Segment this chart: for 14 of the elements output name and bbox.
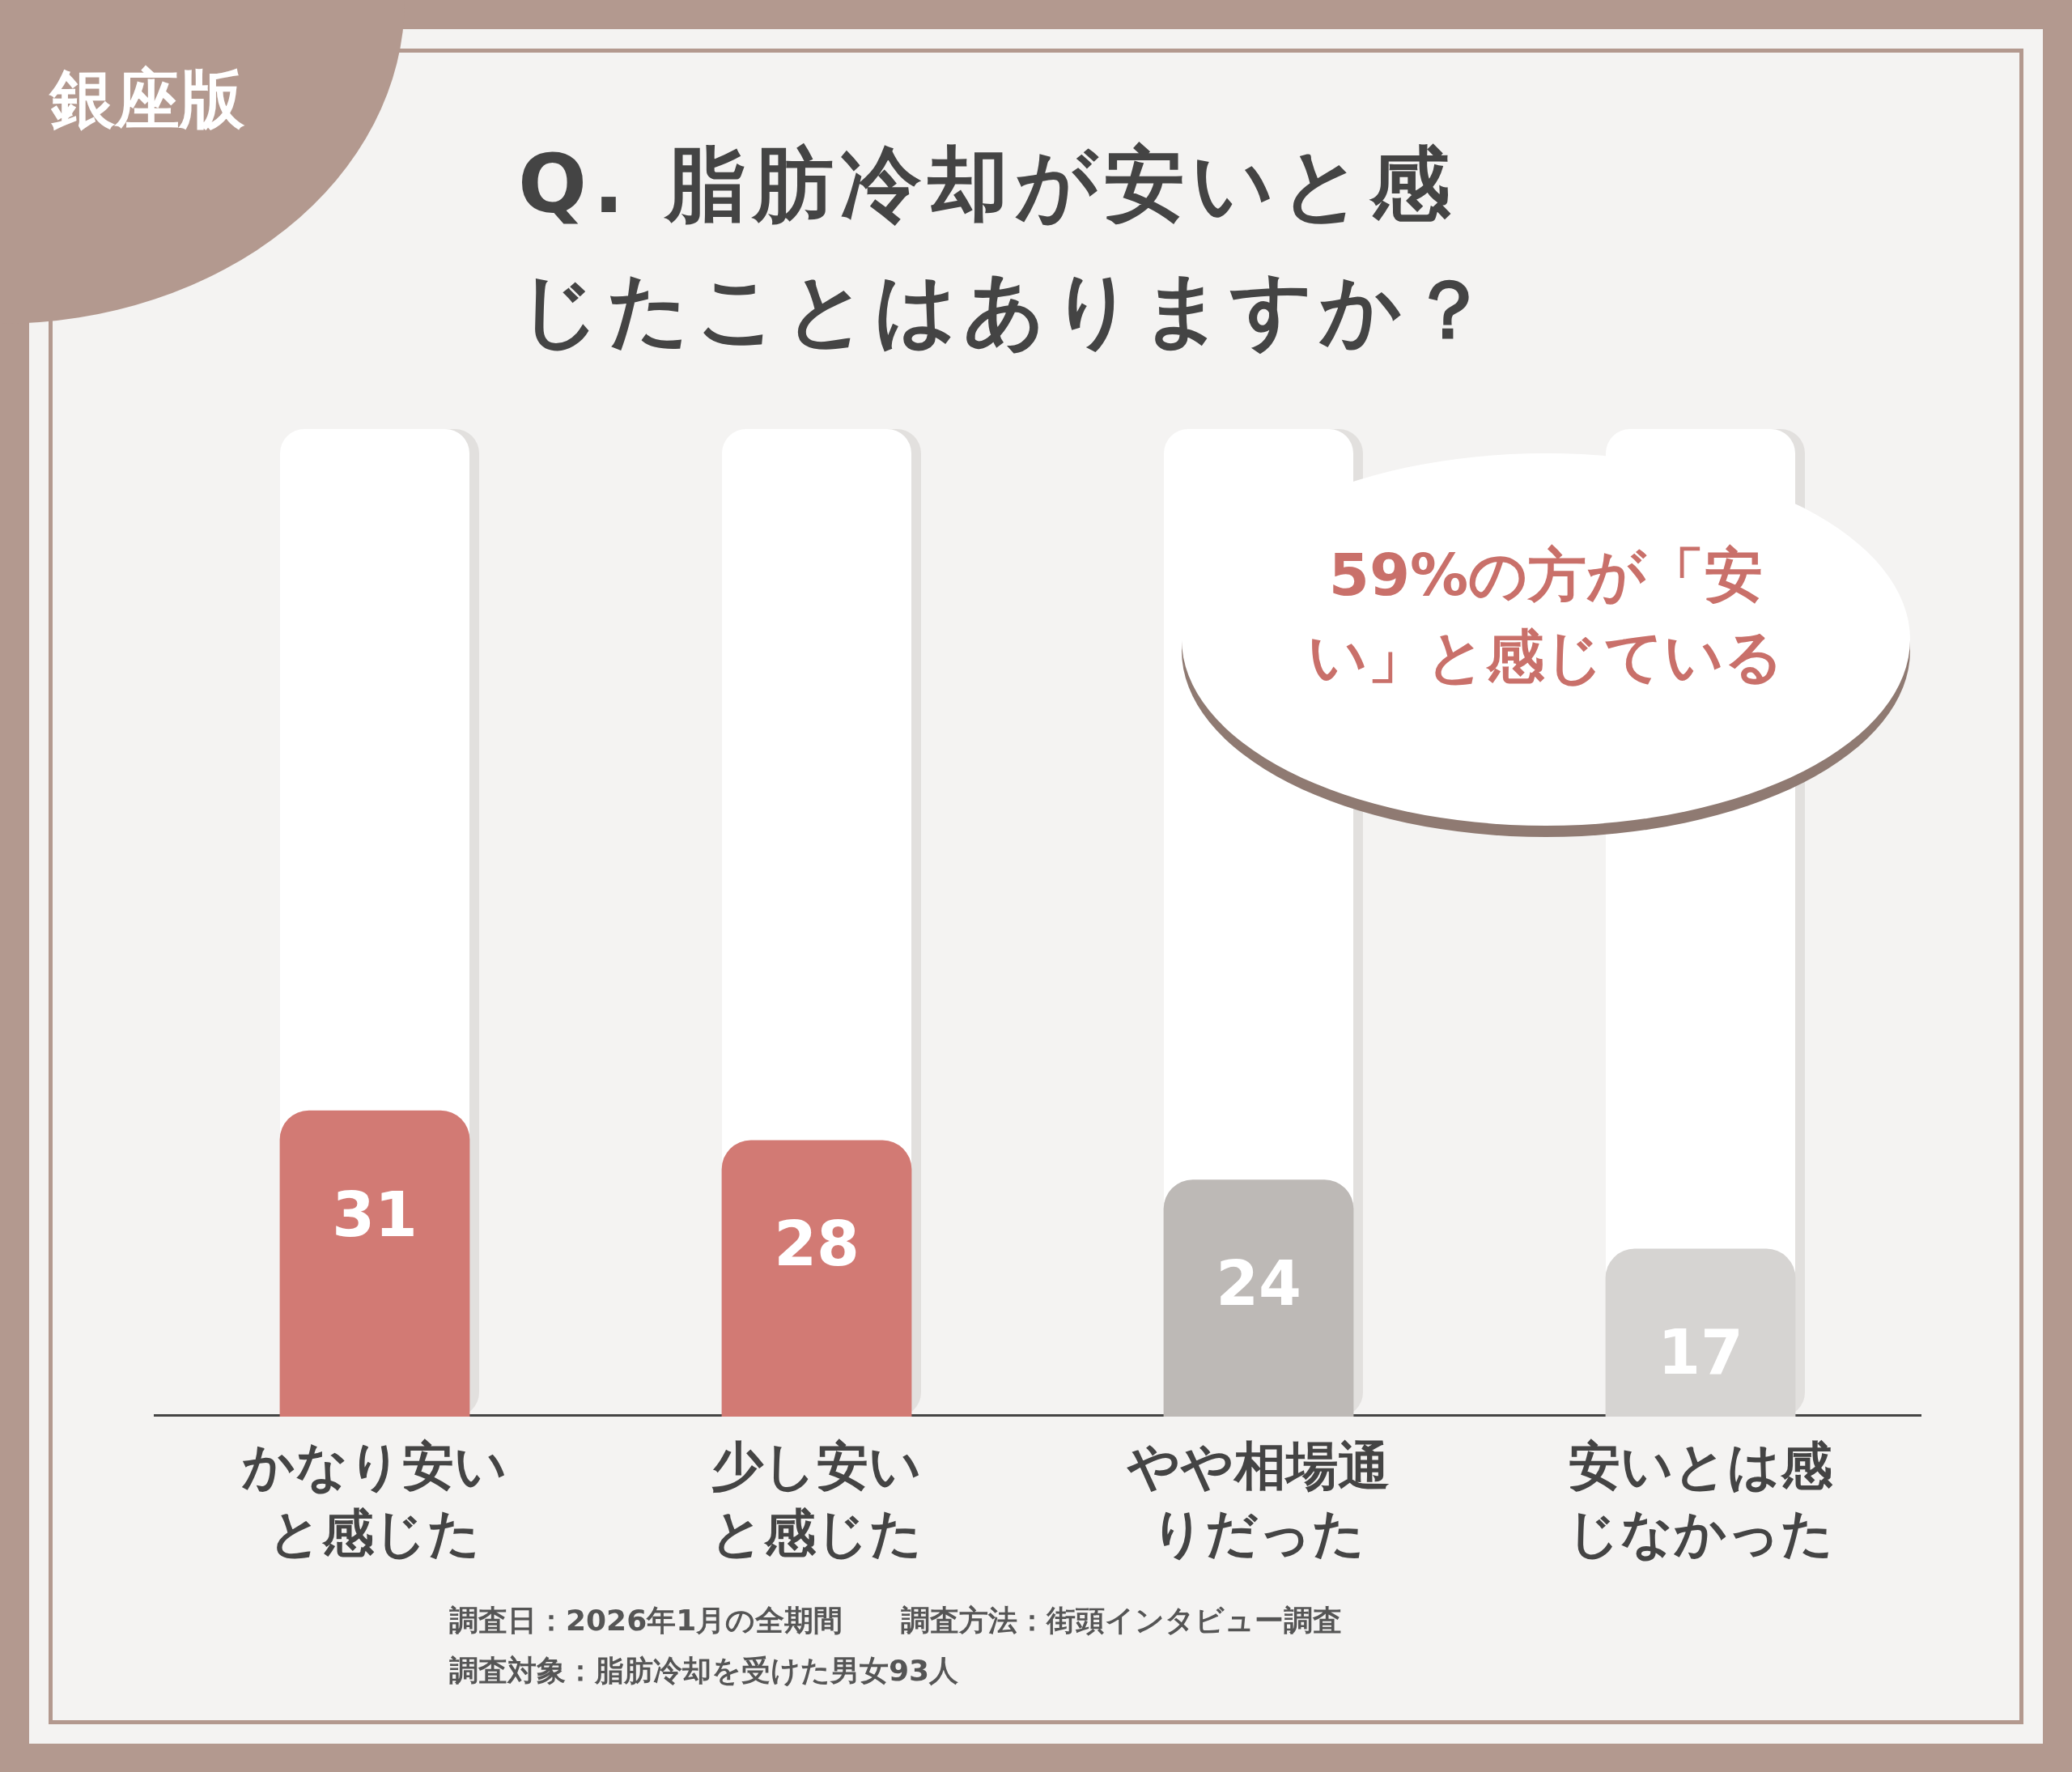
x-tick-label: 安いとは感じなかった: [1566, 1435, 1835, 1566]
data-label: 24: [1216, 1247, 1301, 1319]
annotation: 59%の方が「安い」と感じている: [1307, 540, 1785, 692]
x-tick-label: やや相場通りだった: [1126, 1435, 1391, 1566]
text: 銀座版: [50, 61, 244, 138]
bar: [1163, 1179, 1354, 1417]
data-label: 31: [332, 1178, 418, 1251]
text: 調査対象：脂肪冷却を受けた男女93人: [449, 1653, 959, 1689]
text: 調査日：2026年1月の全期間 調査方法：街頭インタビュー調査: [449, 1603, 1343, 1638]
chart-title: Q. 脂肪冷却が安いと感じたことはありますか？: [518, 136, 1497, 359]
data-label: 28: [774, 1208, 860, 1281]
x-tick-label: かなり安いと感じた: [241, 1435, 508, 1566]
bar: [1605, 1248, 1796, 1417]
x-tick-label: 少し安いと感じた: [710, 1435, 923, 1566]
